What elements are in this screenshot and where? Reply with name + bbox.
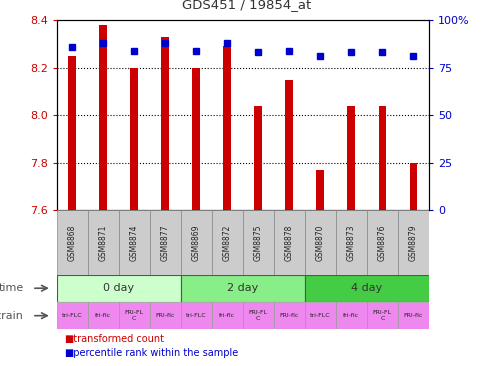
Text: GSM8871: GSM8871	[99, 224, 108, 261]
Bar	[57, 210, 88, 274]
Text: ■: ■	[64, 348, 73, 358]
Bar	[150, 210, 181, 274]
Text: transformed count: transformed count	[67, 334, 164, 344]
Bar	[254, 106, 262, 210]
Bar	[367, 210, 398, 274]
Text: FRI-flc: FRI-flc	[404, 313, 423, 318]
Bar	[223, 46, 231, 210]
Bar	[119, 210, 150, 274]
Text: GSM8877: GSM8877	[161, 224, 170, 261]
Text: GSM8872: GSM8872	[223, 224, 232, 261]
Text: 4 day: 4 day	[351, 283, 383, 293]
Bar	[100, 25, 107, 210]
Bar	[181, 210, 212, 274]
Bar	[274, 302, 305, 329]
Bar	[305, 210, 336, 274]
Bar	[305, 302, 336, 329]
Text: fri-flc: fri-flc	[95, 313, 111, 318]
Bar	[88, 302, 119, 329]
Bar	[243, 302, 274, 329]
Text: tri-FLC: tri-FLC	[310, 313, 331, 318]
Text: GSM8870: GSM8870	[316, 224, 325, 261]
Bar	[212, 210, 243, 274]
Text: 2 day: 2 day	[227, 283, 258, 293]
Bar	[212, 302, 243, 329]
Text: strain: strain	[0, 311, 24, 321]
Bar	[161, 37, 169, 210]
Text: GSM8875: GSM8875	[254, 224, 263, 261]
Text: FRI-FL
C: FRI-FL C	[125, 310, 144, 321]
Bar	[150, 302, 181, 329]
Text: tri-FLC: tri-FLC	[62, 313, 82, 318]
Bar	[305, 274, 429, 302]
Bar	[181, 302, 212, 329]
Text: GSM8869: GSM8869	[192, 224, 201, 261]
Text: GSM8876: GSM8876	[378, 224, 387, 261]
Bar	[398, 302, 429, 329]
Bar	[285, 80, 293, 210]
Bar	[243, 210, 274, 274]
Text: FRI-FL
C: FRI-FL C	[373, 310, 392, 321]
Bar	[57, 302, 88, 329]
Text: GSM8878: GSM8878	[285, 224, 294, 261]
Text: GSM8879: GSM8879	[409, 224, 418, 261]
Bar	[88, 210, 119, 274]
Bar	[367, 302, 398, 329]
Bar	[69, 56, 76, 210]
Text: ■: ■	[64, 334, 73, 344]
Bar	[398, 210, 429, 274]
Bar	[336, 210, 367, 274]
Bar	[348, 106, 355, 210]
Bar	[119, 302, 150, 329]
Text: time: time	[0, 283, 24, 293]
Text: 0 day: 0 day	[103, 283, 134, 293]
Bar	[192, 68, 200, 210]
Bar	[130, 68, 138, 210]
Text: GDS451 / 19854_at: GDS451 / 19854_at	[182, 0, 311, 11]
Text: fri-flc: fri-flc	[219, 313, 235, 318]
Bar	[274, 210, 305, 274]
Bar	[379, 106, 386, 210]
Text: GSM8874: GSM8874	[130, 224, 139, 261]
Text: GSM8868: GSM8868	[68, 224, 77, 261]
Bar	[181, 274, 305, 302]
Text: FRI-FL
C: FRI-FL C	[249, 310, 268, 321]
Text: FRI-flc: FRI-flc	[280, 313, 299, 318]
Text: GSM8873: GSM8873	[347, 224, 356, 261]
Bar	[336, 302, 367, 329]
Text: fri-flc: fri-flc	[343, 313, 359, 318]
Bar	[57, 274, 181, 302]
Text: FRI-flc: FRI-flc	[156, 313, 175, 318]
Bar	[410, 163, 417, 210]
Text: tri-FLC: tri-FLC	[186, 313, 207, 318]
Bar	[317, 170, 324, 210]
Text: percentile rank within the sample: percentile rank within the sample	[67, 348, 238, 358]
